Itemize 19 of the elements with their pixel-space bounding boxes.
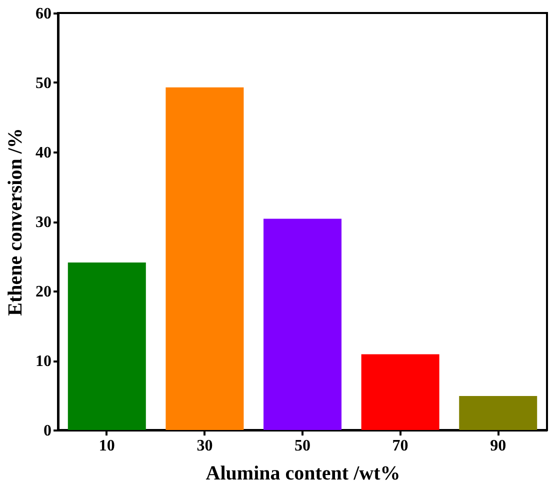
y-tick-label: 50	[36, 75, 52, 92]
x-tick-label: 70	[392, 438, 408, 454]
y-axis-title: Ethene conversion /%	[4, 128, 26, 316]
x-tick-label: 30	[196, 438, 213, 454]
y-tick-label: 60	[36, 6, 52, 22]
bar	[68, 262, 146, 430]
bar	[361, 354, 440, 430]
x-tick-label: 10	[98, 438, 115, 454]
x-tick-label: 50	[294, 438, 310, 454]
y-tick-label: 10	[36, 353, 52, 370]
bar	[166, 87, 244, 430]
y-tick-label: 30	[36, 214, 52, 231]
y-tick-label: 40	[36, 144, 52, 162]
bar	[459, 396, 538, 430]
y-tick-label: 20	[36, 284, 52, 300]
x-axis-title: Alumina content /wt%	[206, 462, 400, 484]
y-tick-label: 0	[44, 422, 52, 440]
bar	[264, 218, 342, 430]
x-tick-label: 90	[490, 438, 506, 454]
